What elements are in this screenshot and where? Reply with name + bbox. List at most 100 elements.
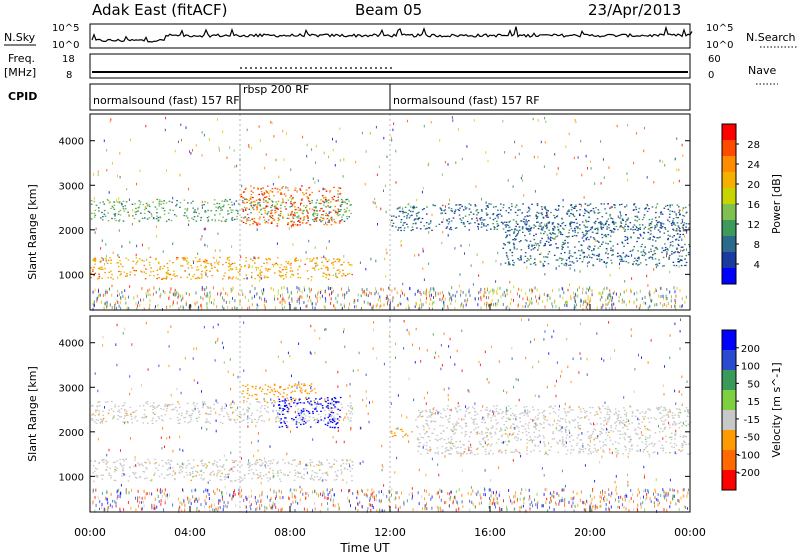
data-cell: [292, 273, 294, 276]
data-cell: [268, 471, 270, 473]
data-cell: [260, 208, 263, 210]
data-cell: [560, 232, 562, 234]
data-cell: [503, 290, 505, 294]
data-cell: [538, 212, 540, 214]
data-cell: [385, 210, 387, 214]
data-cell: [123, 210, 126, 212]
data-cell: [630, 290, 632, 294]
data-cell: [543, 417, 545, 419]
data-cell: [243, 396, 245, 398]
data-cell: [634, 415, 637, 417]
data-cell: [493, 227, 496, 229]
data-cell: [449, 292, 451, 296]
data-cell: [178, 413, 180, 415]
data-cell: [181, 257, 184, 259]
data-cell: [460, 204, 462, 206]
data-cell: [337, 408, 339, 410]
data-cell: [192, 476, 194, 478]
data-cell: [544, 244, 546, 246]
data-cell: [280, 386, 282, 388]
data-cell: [255, 469, 258, 471]
data-cell: [543, 256, 545, 258]
data-cell: [139, 201, 142, 203]
data-cell: [191, 467, 194, 469]
data-cell: [574, 119, 576, 122]
data-cell: [160, 415, 163, 417]
data-cell: [258, 218, 261, 220]
data-cell: [225, 476, 227, 478]
data-cell: [296, 216, 298, 218]
data-cell: [264, 200, 267, 202]
data-cell: [260, 274, 262, 277]
data-cell: [585, 154, 587, 158]
data-cell: [231, 307, 233, 311]
data-cell: [254, 393, 256, 396]
data-cell: [400, 210, 402, 213]
data-cell: [239, 301, 241, 305]
data-cell: [601, 233, 603, 236]
data-cell: [247, 422, 249, 424]
data-cell: [331, 465, 333, 467]
data-cell: [660, 211, 662, 214]
data-cell: [519, 229, 521, 231]
data-cell: [412, 206, 414, 208]
data-cell: [216, 473, 218, 475]
data-cell: [587, 247, 589, 249]
data-cell: [263, 275, 266, 277]
data-cell: [245, 260, 248, 262]
data-cell: [288, 294, 290, 298]
data-cell: [688, 244, 690, 246]
data-cell: [197, 252, 199, 255]
data-cell: [296, 212, 298, 214]
data-cell: [314, 218, 316, 220]
data-cell: [265, 269, 268, 271]
data-cell: [402, 282, 404, 286]
data-cell: [91, 414, 93, 416]
data-cell: [527, 427, 530, 429]
data-cell: [614, 222, 617, 224]
data-cell: [247, 388, 249, 390]
data-cell: [507, 241, 509, 243]
data-cell: [262, 475, 265, 477]
data-cell: [649, 227, 652, 229]
data-cell: [92, 270, 94, 272]
data-cell: [375, 304, 377, 308]
data-cell: [578, 427, 580, 429]
data-cell: [606, 303, 608, 306]
data-cell: [470, 204, 472, 206]
data-cell: [158, 201, 160, 203]
data-cell: [313, 388, 316, 390]
data-cell: [272, 469, 274, 472]
data-cell: [308, 208, 311, 210]
data-cell: [303, 216, 306, 218]
data-cell: [234, 479, 237, 481]
data-cell: [326, 474, 329, 477]
data-cell: [459, 207, 461, 209]
data-cell: [279, 400, 281, 403]
data-cell: [238, 416, 241, 418]
data-cell: [558, 306, 560, 310]
data-cell: [312, 306, 314, 310]
data-cell: [685, 230, 688, 232]
data-cell: [270, 212, 273, 214]
data-cell: [404, 221, 406, 224]
data-cell: [312, 177, 314, 180]
data-cell: [259, 205, 262, 207]
data-cell: [299, 224, 301, 226]
data-cell: [460, 293, 462, 297]
data-cell: [274, 272, 276, 274]
data-cell: [320, 208, 322, 210]
data-cell: [185, 260, 188, 262]
data-cell: [492, 426, 494, 429]
data-cell: [335, 307, 337, 311]
data-cell: [512, 239, 514, 241]
data-cell: [291, 220, 294, 222]
data-cell: [278, 274, 281, 276]
colorbar-tick-label: 28: [747, 140, 760, 151]
data-cell: [218, 414, 221, 416]
data-cell: [505, 226, 507, 228]
data-cell: [600, 306, 602, 310]
data-cell: [184, 259, 186, 261]
data-cell: [564, 303, 566, 307]
data-cell: [125, 413, 128, 415]
